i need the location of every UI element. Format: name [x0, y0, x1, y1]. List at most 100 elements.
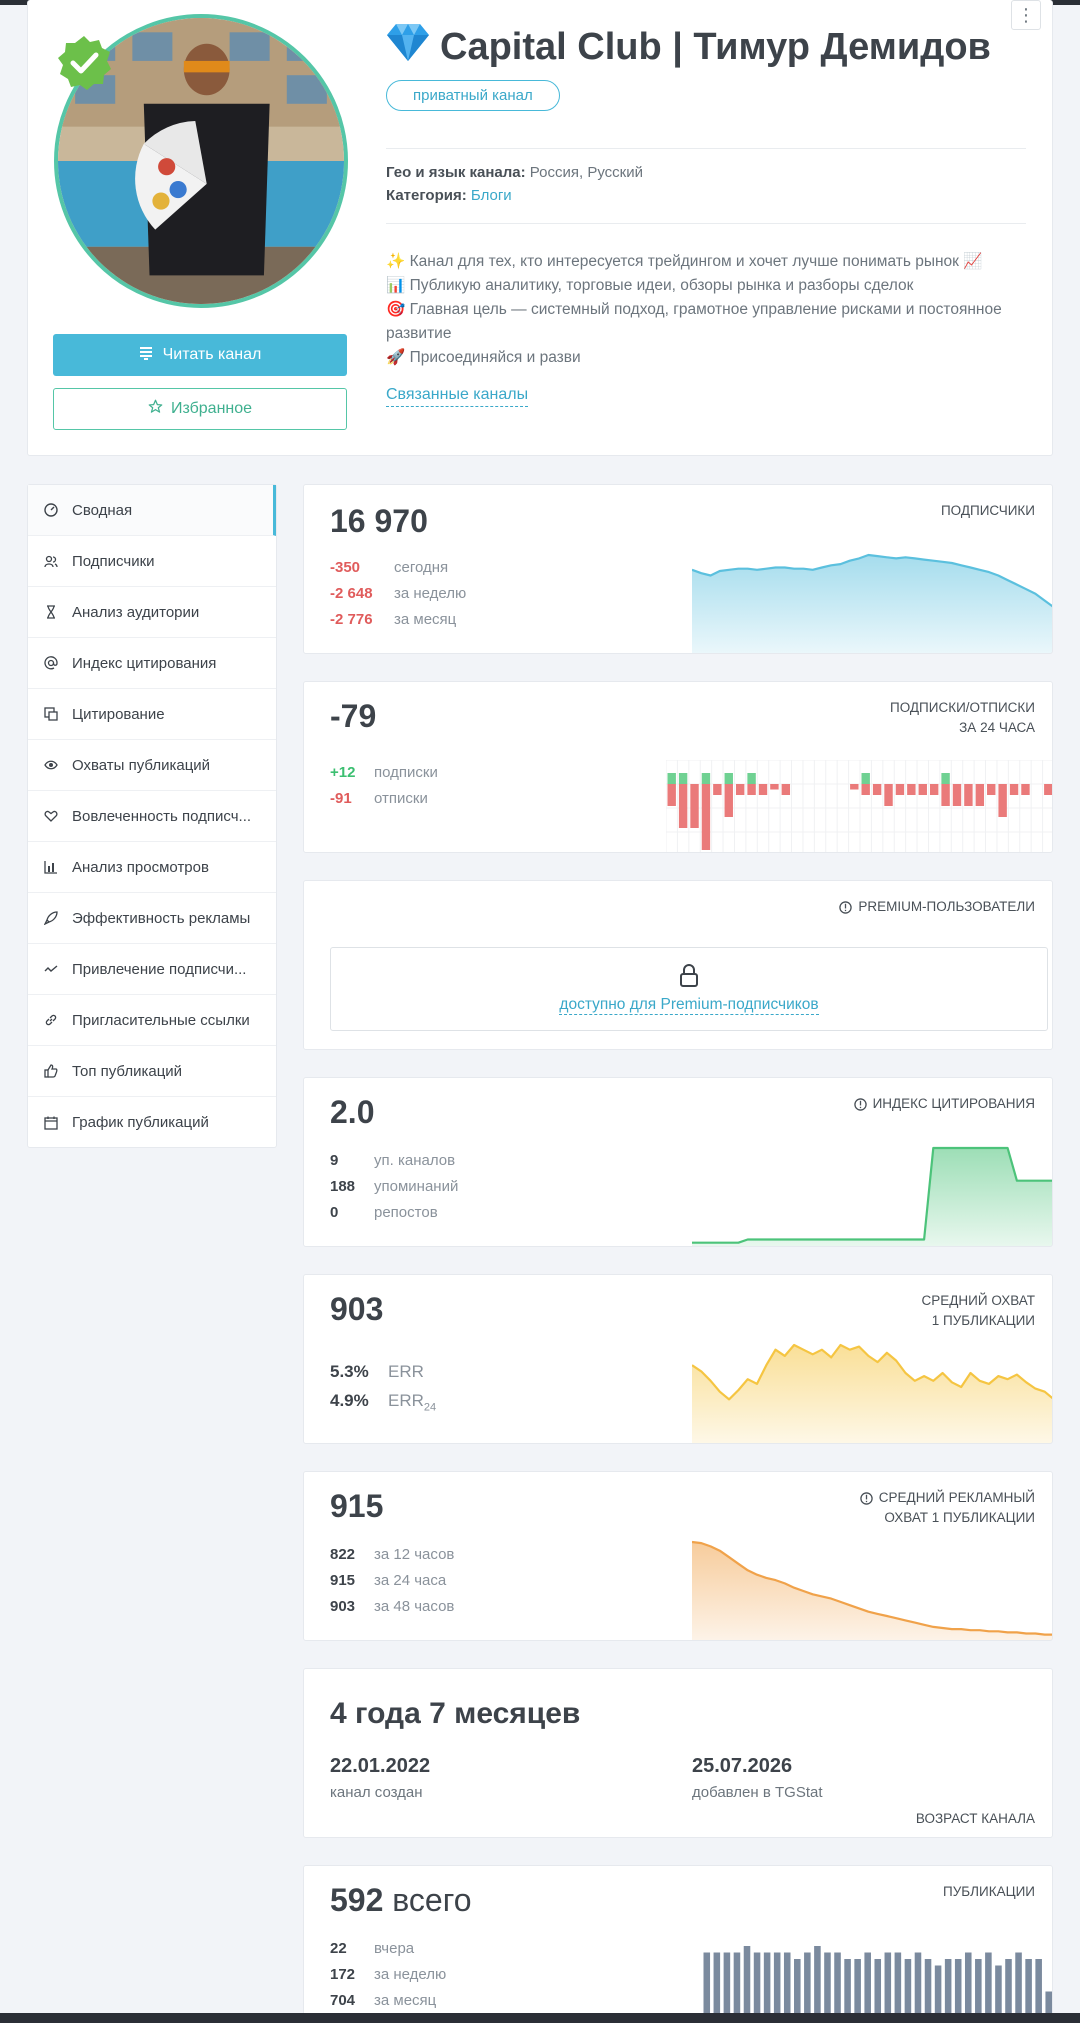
sidebar-item-summary[interactable]: Сводная	[28, 485, 276, 536]
stat-subscript: 24	[423, 1401, 437, 1414]
sidebar-item-top-posts[interactable]: Топ публикаций	[28, 1046, 276, 1097]
sidebar-item-ad-efficiency[interactable]: Эффективность рекламы	[28, 893, 276, 944]
thumbs-up-icon	[44, 1064, 58, 1078]
info-icon	[839, 900, 853, 914]
stat-label: упоминаний	[374, 1178, 459, 1195]
quote-icon	[44, 707, 58, 721]
link-icon	[45, 1014, 57, 1026]
channel-age-card: 4 года 7 месяцев 22.01.2022 канал создан…	[303, 1668, 1053, 1838]
sidebar-item-acquisition[interactable]: Привлечение подписчи...	[28, 944, 276, 995]
sidebar-item-label: Цитирование	[72, 705, 165, 723]
subscribers-stats: -350 сегодня -2 648 за неделю -2 776 за мес…	[330, 555, 466, 633]
sidebar-item-citation-index[interactable]: Индекс цитирования	[28, 638, 276, 689]
added-column: 25.07.2026 добавлен в TGStat	[692, 1755, 823, 1801]
description-line: 🎯 Главная цель — системный подход, грамо…	[386, 301, 1002, 342]
minus-bar	[941, 784, 950, 806]
stat-row: 704 за месяц	[330, 1988, 446, 2014]
favorite-button[interactable]: Избранное	[53, 388, 347, 430]
minus-bar	[758, 784, 768, 795]
geo-value: Россия, Русский	[529, 164, 643, 181]
stat-value: 22	[330, 1940, 347, 1957]
premium-link[interactable]: доступно для Premium-подписчиков	[559, 995, 819, 1015]
minus-bar	[929, 784, 939, 795]
plus-bar	[861, 773, 870, 784]
post-bar	[1035, 1959, 1042, 2022]
sidebar-item-schedule[interactable]: График публикаций	[28, 1097, 276, 1148]
rocket-icon	[44, 911, 58, 925]
net-change-value: -79	[330, 698, 377, 734]
geo-language: Гео и язык канала: Россия, Русский	[386, 164, 643, 181]
stat-label: за 24 часа	[374, 1572, 447, 1589]
minus-bar	[872, 784, 882, 795]
sidebar-item-label: Вовлеченность подписч...	[72, 807, 252, 825]
chart-area	[692, 1542, 1052, 1640]
verified-badge-icon	[56, 34, 112, 90]
stat-label: за месяц	[394, 611, 457, 628]
read-channel-button[interactable]: Читать канал	[53, 334, 347, 376]
post-bar	[975, 1959, 982, 2022]
minus-bar	[1009, 784, 1019, 795]
label-text: СРЕДНИЙ РЕКЛАМНЫЙ	[878, 1490, 1035, 1505]
post-bar	[944, 1959, 952, 2022]
post-bar	[804, 1952, 811, 2022]
stat-row: 4.9% ERR24	[330, 1386, 436, 1422]
minus-bar	[987, 784, 996, 795]
posts-stats: 22 вчера 172 за неделю 704 за месяц	[330, 1936, 446, 2014]
minus-bar	[735, 784, 745, 795]
read-channel-label: Читать канал	[162, 346, 262, 363]
post-bar	[783, 1952, 791, 2022]
posts-total-value: 592	[330, 1882, 384, 1918]
post-bar	[985, 1952, 992, 2022]
stat-row: 172 за неделю	[330, 1962, 446, 1988]
minus-bar	[747, 784, 756, 795]
stat-row: 5.3% ERR	[330, 1357, 436, 1386]
sidebar-item-audience[interactable]: Анализ аудитории	[28, 587, 276, 638]
chart-area	[692, 1148, 1052, 1246]
plus-bar	[678, 773, 688, 784]
label-line: СРЕДНИЙ ОХВАТ	[921, 1293, 1035, 1308]
sidebar-nav: Сводная Подписчики Анализ аудитории Инде…	[27, 484, 277, 1148]
posts-total-suffix: всего	[392, 1882, 472, 1918]
sidebar-item-subscribers[interactable]: Подписчики	[28, 536, 276, 587]
minus-bar	[850, 784, 859, 790]
description-line: 🚀 Присоединяйся и разви	[386, 349, 581, 366]
sidebar-item-label: Пригласительные ссылки	[72, 1011, 250, 1029]
dashboard-icon	[44, 503, 58, 517]
sidebar-item-invite-links[interactable]: Пригласительные ссылки	[28, 995, 276, 1046]
sidebar-item-label: Эффективность рекламы	[72, 909, 251, 927]
stat-value: 172	[330, 1966, 356, 1983]
citation-card: 2.0 ИНДЕКС ЦИТИРОВАНИЯ 9 уп. каналов 188 у…	[303, 1077, 1053, 1247]
posts-bar-chart	[703, 1946, 1052, 2022]
sidebar-item-citations[interactable]: Цитирование	[28, 689, 276, 740]
premium-locked-box: доступно для Premium-подписчиков	[330, 947, 1048, 1031]
at-icon	[44, 656, 58, 670]
post-bar	[924, 1959, 932, 2022]
subs-unsubs-bar-chart	[666, 760, 1052, 852]
chart-line	[692, 1146, 1052, 1244]
channel-age-label: ВОЗРАСТ КАНАЛА	[915, 1811, 1035, 1826]
more-menu-button[interactable]: ⋮	[1011, 0, 1041, 30]
ad-reach-value: 915	[330, 1488, 384, 1524]
subs-unsubs-stats: +12 подписки -91 отписки	[330, 760, 438, 812]
header-divider	[386, 148, 1026, 149]
sidebar-item-reach[interactable]: Охваты публикаций	[28, 740, 276, 791]
stat-row: 822 за 12 часов	[330, 1542, 454, 1568]
post-bar	[864, 1952, 871, 2022]
stat-label: за месяц	[374, 1992, 437, 2009]
stat-label: ERR	[388, 1362, 424, 1381]
post-bar	[934, 1965, 942, 2022]
stat-label: за неделю	[394, 585, 467, 602]
added-date: 25.07.2026	[692, 1755, 793, 1777]
post-bar	[894, 1952, 902, 2022]
category-link[interactable]: Блоги	[470, 187, 512, 204]
post-bar	[874, 1959, 882, 2022]
sidebar-item-engagement[interactable]: Вовлеченность подписч...	[28, 791, 276, 842]
premium-card: PREMIUM-ПОЛЬЗОВАТЕЛИ доступно для Premiu…	[303, 880, 1053, 1050]
bottom-bar	[0, 2013, 1080, 2023]
related-channels-link[interactable]: Связанные каналы	[386, 386, 529, 407]
stat-label: отписки	[374, 790, 428, 807]
ad-reach-card: 915 СРЕДНИЙ РЕКЛАМНЫЙ ОХВАТ 1 ПУБЛИКАЦИИ…	[303, 1471, 1053, 1641]
sidebar-item-label: Анализ просмотров	[72, 858, 209, 876]
plus-bar	[941, 773, 950, 784]
sidebar-item-views[interactable]: Анализ просмотров	[28, 842, 276, 893]
